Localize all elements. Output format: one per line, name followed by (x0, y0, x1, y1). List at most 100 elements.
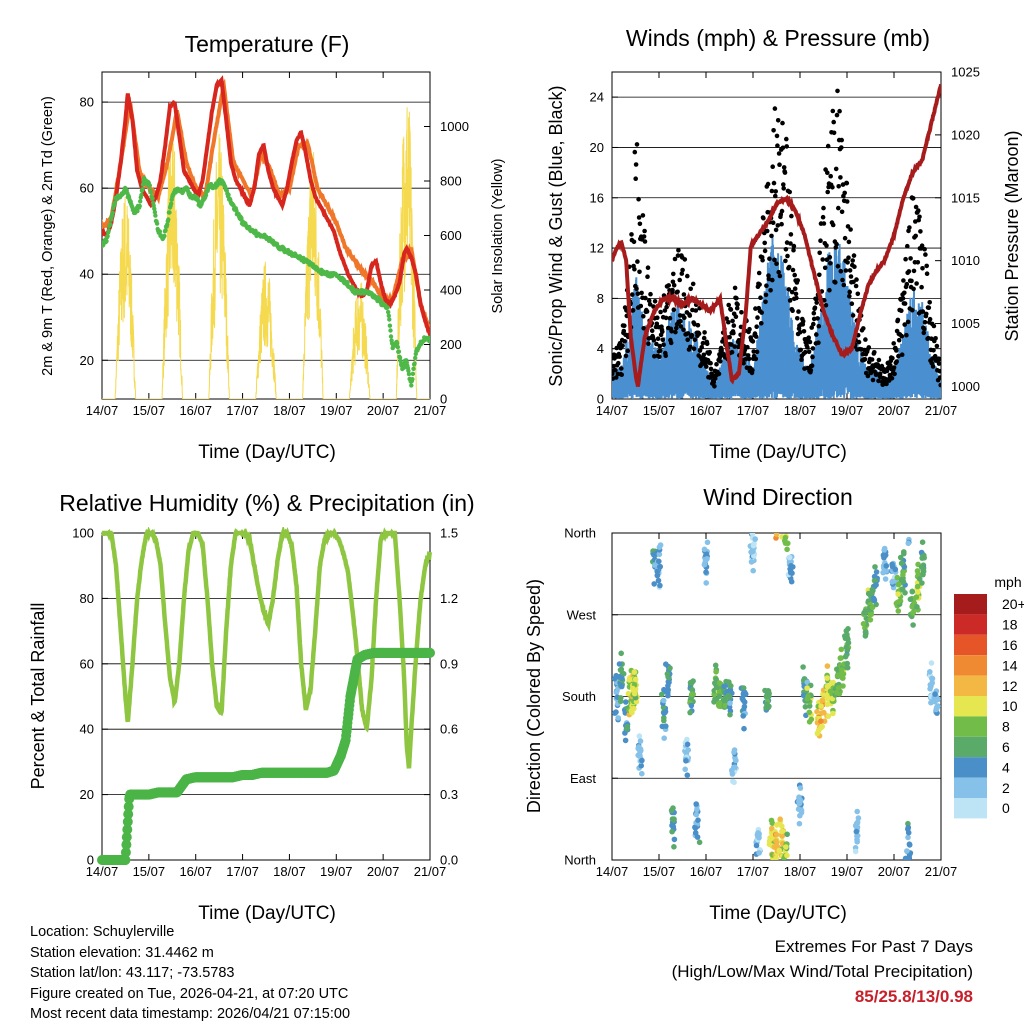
colorbar-swatch (954, 716, 987, 737)
plot-frame (611, 71, 942, 400)
y-axis-label: Percent & Total Rainfall (28, 603, 48, 790)
direction-point (802, 704, 809, 710)
colorbar-swatch (954, 675, 987, 696)
y2-tick-label: 200 (440, 337, 462, 352)
gust-point (655, 315, 660, 321)
direction-point (656, 558, 662, 565)
gust-point (762, 240, 767, 246)
gust-point (700, 340, 706, 346)
gust-point (806, 349, 812, 355)
y2-tick-label: 1015 (951, 190, 980, 205)
x-tick-label: 14/07 (86, 864, 119, 879)
direction-point (797, 785, 804, 791)
gust-point (849, 301, 855, 307)
gust-point (708, 366, 714, 372)
gust-point (779, 221, 784, 227)
gust-point (853, 283, 859, 289)
direction-point (669, 828, 675, 835)
gust-point (863, 337, 868, 342)
plot-area (97, 527, 435, 865)
gust-point (835, 88, 840, 94)
gust-point (834, 241, 839, 247)
gust-point (676, 248, 681, 253)
direction-point (892, 566, 899, 573)
dewpoint-point (398, 358, 403, 364)
gust-point (637, 221, 643, 227)
gust-point (823, 303, 829, 308)
x-tick-label: 21/07 (925, 403, 958, 418)
dewpoint-point (135, 208, 140, 214)
station-info: Location: Schuylerville Station elevatio… (30, 922, 350, 1025)
x-tick-label: 18/07 (273, 864, 306, 879)
gust-point (766, 273, 771, 278)
gust-point (830, 108, 836, 114)
direction-point (824, 675, 830, 681)
direction-point (656, 551, 663, 558)
gust-point (756, 270, 762, 276)
x-tick-label: 15/07 (133, 864, 166, 879)
direction-point (651, 552, 657, 558)
gust-point (664, 304, 669, 310)
gust-point (731, 323, 737, 328)
gust-point (750, 368, 755, 373)
gust-point (924, 263, 929, 269)
gust-point (796, 309, 801, 314)
gust-point (731, 330, 736, 336)
y-tick-label: North (564, 853, 596, 868)
gust-point (641, 326, 646, 331)
gust-point (821, 221, 827, 226)
series-gust (612, 88, 941, 389)
y-tick-label: 40 (80, 722, 94, 737)
gust-point (922, 319, 928, 325)
gust-point (876, 357, 882, 363)
x-tick-label: 14/07 (596, 864, 629, 879)
y2-tick-label: 1010 (951, 253, 980, 268)
direction-point (905, 855, 912, 860)
colorbar-label: 12 (1002, 678, 1018, 694)
direction-point (786, 554, 793, 561)
x-tick-label: 18/07 (273, 403, 306, 418)
gust-point (695, 322, 701, 328)
direction-point (833, 689, 840, 696)
gust-point (922, 246, 927, 252)
direction-point (928, 660, 935, 666)
direction-point (779, 828, 785, 835)
direction-point (845, 636, 851, 643)
gust-point (728, 307, 734, 312)
direction-point (612, 676, 618, 682)
x-tick-label: 17/07 (226, 403, 259, 418)
gust-point (901, 278, 906, 283)
gust-point (761, 215, 766, 221)
colorbar-label: 4 (1002, 759, 1010, 775)
gust-point (692, 337, 698, 343)
station-latlon: Station lat/lon: 43.117; -73.5783 (30, 965, 235, 981)
gust-point (815, 316, 820, 321)
gust-point (786, 264, 792, 270)
direction-point (784, 546, 790, 553)
colorbar-label: 8 (1002, 719, 1010, 735)
gust-point (843, 268, 849, 273)
gust-point (817, 250, 822, 256)
gust-point (742, 351, 747, 357)
gust-point (811, 316, 817, 322)
direction-point (806, 709, 813, 716)
x-tick-label: 21/07 (925, 864, 958, 879)
gust-point (799, 357, 804, 363)
direction-point (753, 842, 760, 849)
direction-point (767, 835, 773, 841)
dewpoint-point (410, 371, 416, 376)
gust-point (631, 239, 637, 245)
direction-point (871, 597, 878, 604)
gust-point (838, 268, 844, 274)
gust-point (708, 360, 713, 366)
direction-point (929, 675, 935, 682)
x-tick-label: 17/07 (226, 864, 259, 879)
gust-point (645, 274, 650, 280)
direction-point (689, 686, 695, 693)
gust-point (641, 314, 646, 319)
gust-point (919, 284, 924, 290)
direction-point (869, 586, 876, 593)
gust-point (701, 335, 707, 341)
gust-point (743, 356, 748, 362)
dewpoint-point (152, 206, 157, 211)
